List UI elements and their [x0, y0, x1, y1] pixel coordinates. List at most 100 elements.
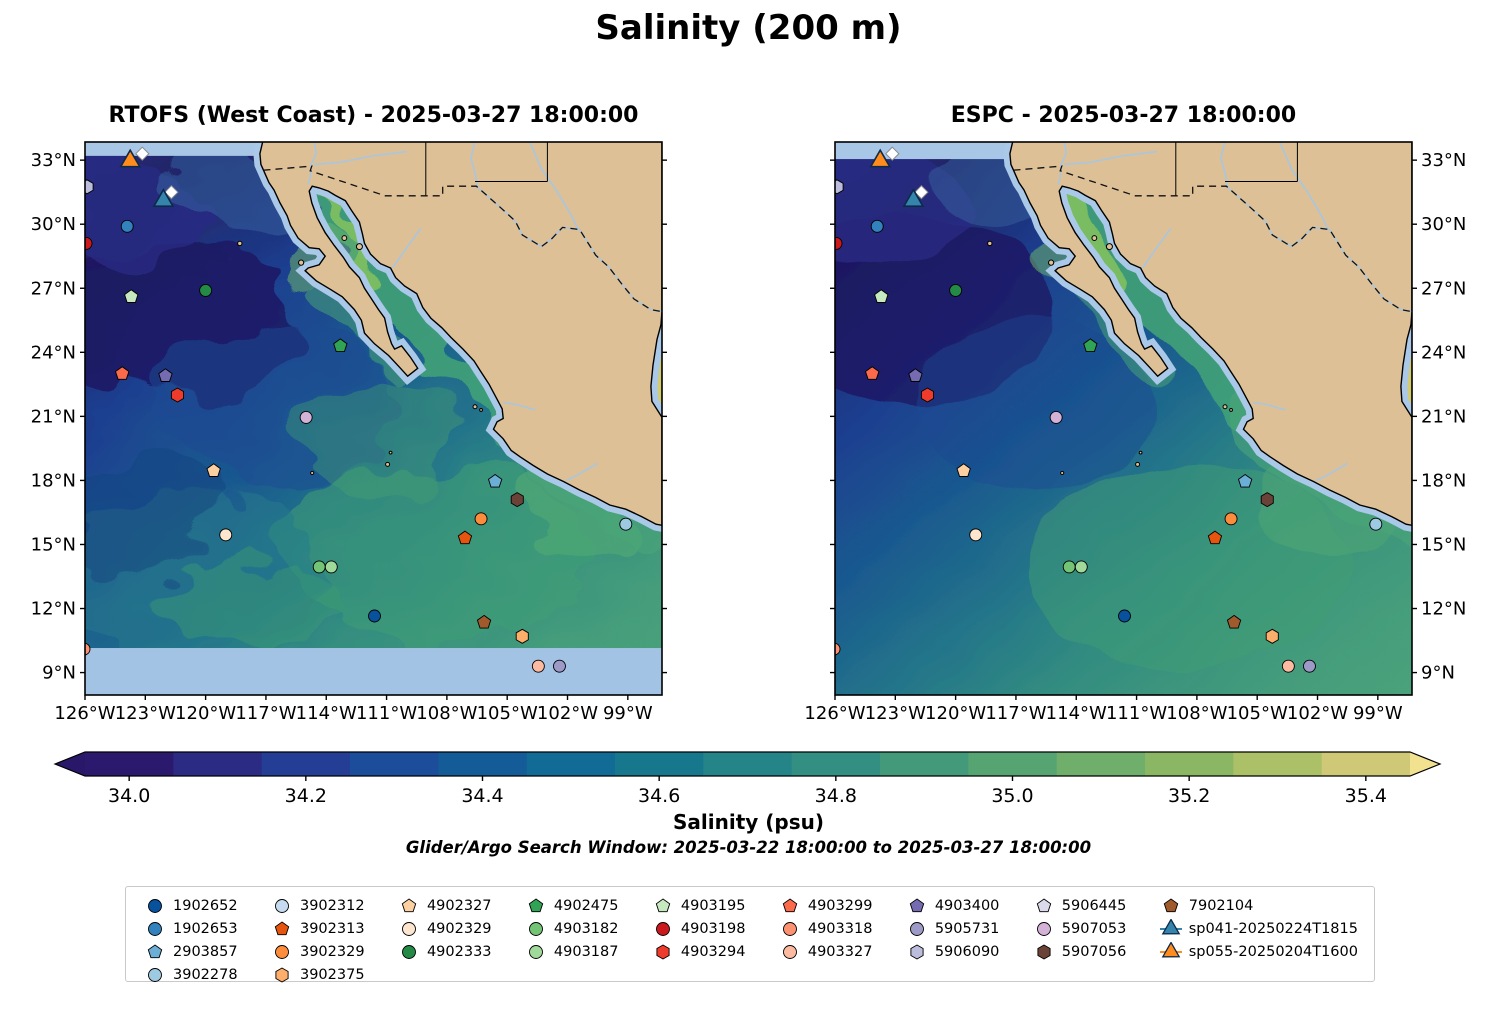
y-tick-label: 18°N [31, 470, 76, 491]
axis-ticks: 126°W 123°W 120°W 117°W 114°W 111°W 108°W 105°W… [31, 150, 667, 724]
y-tick-label: 24°N [1421, 342, 1466, 363]
float-marker-icon [1036, 921, 1051, 936]
marker-4902327 [206, 463, 221, 477]
axis-ticks: 126°W 123°W 120°W 117°W 114°W 111°W 108°W 105°W… [804, 150, 1466, 724]
marker-4903198 [85, 236, 93, 250]
island [298, 259, 305, 266]
colorbar-tick-label: 35.2 [1168, 785, 1210, 807]
float-marker-icon [782, 897, 798, 912]
legend-label: 4903294 [680, 943, 746, 960]
marker-4903198 [835, 236, 843, 250]
land [1009, 142, 1412, 527]
x-tick-label: 123°W [115, 703, 176, 724]
legend-label: 4903327 [807, 943, 873, 960]
island [1138, 450, 1143, 455]
marker-4903318 [85, 642, 91, 656]
marker-sp041-20250224T1815 [902, 188, 925, 207]
legend-item-sp055-20250204T1600: sp055-20250204T1600 [1158, 941, 1358, 962]
colorbar-tick-label: 35.4 [1345, 785, 1387, 807]
float-marker-icon [148, 967, 162, 982]
legend-label: 4903182 [553, 920, 619, 937]
float-marker-icon [528, 944, 543, 959]
x-tick-label: 117°W [235, 703, 296, 724]
marker-5907053 [1049, 410, 1063, 424]
legend-label: 4903195 [680, 897, 746, 914]
colorbar-tick-label: 34.6 [638, 785, 680, 807]
legend-item-3902278: 3902278 [142, 964, 238, 985]
legend-column: 4903400 5905731 5906090 [904, 895, 1000, 962]
island [388, 450, 393, 455]
legend-item-5906090: 5906090 [904, 941, 1000, 962]
marker-4903187 [324, 560, 338, 574]
marker-1902653 [870, 219, 884, 233]
legend-column: 7902104 sp041-20250224T1815 sp055-20250204… [1158, 895, 1358, 962]
masked-top-band [835, 142, 1014, 160]
legend-label: 7902104 [1188, 897, 1254, 914]
marker-7902104 [476, 614, 492, 629]
float-marker-icon [528, 921, 543, 936]
legend-label: 1902653 [173, 920, 238, 937]
x-tick-label: 108°W [1166, 703, 1227, 724]
float-marker-icon [782, 944, 797, 959]
float-marker-icon [275, 898, 289, 913]
island [310, 470, 315, 476]
legend-label: 4902333 [426, 943, 492, 960]
island [987, 240, 993, 247]
legend-item-3902313: 3902313 [269, 918, 365, 939]
marker-3902329 [1224, 512, 1238, 526]
legend-item-1902652: 1902652 [142, 895, 238, 916]
float-marker-icon [1037, 943, 1051, 960]
y-tick-label: 33°N [31, 150, 76, 171]
marker-4902333 [949, 283, 963, 297]
float-marker-icon [910, 943, 924, 960]
x-tick-label: 126°W [804, 703, 865, 724]
marker-5907053 [299, 410, 313, 424]
marker-4903327 [531, 659, 545, 673]
legend-label: 3902278 [173, 966, 238, 983]
island [1135, 461, 1141, 467]
search-window-subtitle: Glider/Argo Search Window: 2025-03-22 18… [405, 838, 1092, 857]
x-tick-label: 117°W [985, 703, 1046, 724]
legend-item-3902329: 3902329 [269, 941, 365, 962]
legend-item-4903187: 4903187 [523, 941, 618, 962]
x-tick-label: 126°W [54, 703, 115, 724]
float-marker-icon [401, 944, 416, 959]
legend-label: sp055-20250204T1600 [1188, 943, 1358, 960]
legend-item-4903299: 4903299 [777, 895, 872, 916]
legend-column: 5906445 5907053 5907056 [1031, 895, 1126, 962]
float-marker-icon [401, 897, 417, 912]
marker-4903299 [864, 366, 880, 380]
float-marker-icon [147, 943, 163, 958]
marker-5907056 [1260, 492, 1274, 508]
marker-4903318 [835, 642, 841, 656]
float-marker-icon [909, 921, 924, 936]
island [355, 243, 363, 251]
map-content [85, 142, 662, 695]
legend-item-4903294: 4903294 [650, 941, 746, 962]
y-tick-label: 33°N [1421, 150, 1466, 171]
marker-4902329 [969, 528, 983, 542]
x-tick-label: 114°W [296, 703, 357, 724]
y-tick-label: 21°N [1421, 406, 1466, 427]
marker-5905731 [1303, 659, 1316, 673]
marker-4902327 [956, 463, 971, 477]
legend-item-4903318: 4903318 [777, 918, 872, 939]
legend-label: 5906090 [934, 943, 1000, 960]
us-mexico-border [1013, 165, 1412, 313]
marker-4903294 [920, 387, 934, 403]
float-marker-icon [1036, 897, 1052, 912]
y-tick-label: 24°N [31, 342, 76, 363]
river [1315, 462, 1349, 482]
river [1278, 142, 1329, 229]
island [472, 404, 478, 410]
y-tick-label: 21°N [31, 406, 76, 427]
island [341, 235, 348, 241]
river [1141, 228, 1172, 269]
marker-7902104 [1226, 614, 1242, 629]
float-marker-icon [148, 921, 162, 936]
marker-5906090 [85, 179, 94, 195]
legend-item-4902327: 4902327 [396, 895, 492, 916]
marker-2903857 [1237, 473, 1253, 488]
legend-label: 1902652 [173, 897, 238, 914]
x-tick-label: 114°W [1046, 703, 1107, 724]
